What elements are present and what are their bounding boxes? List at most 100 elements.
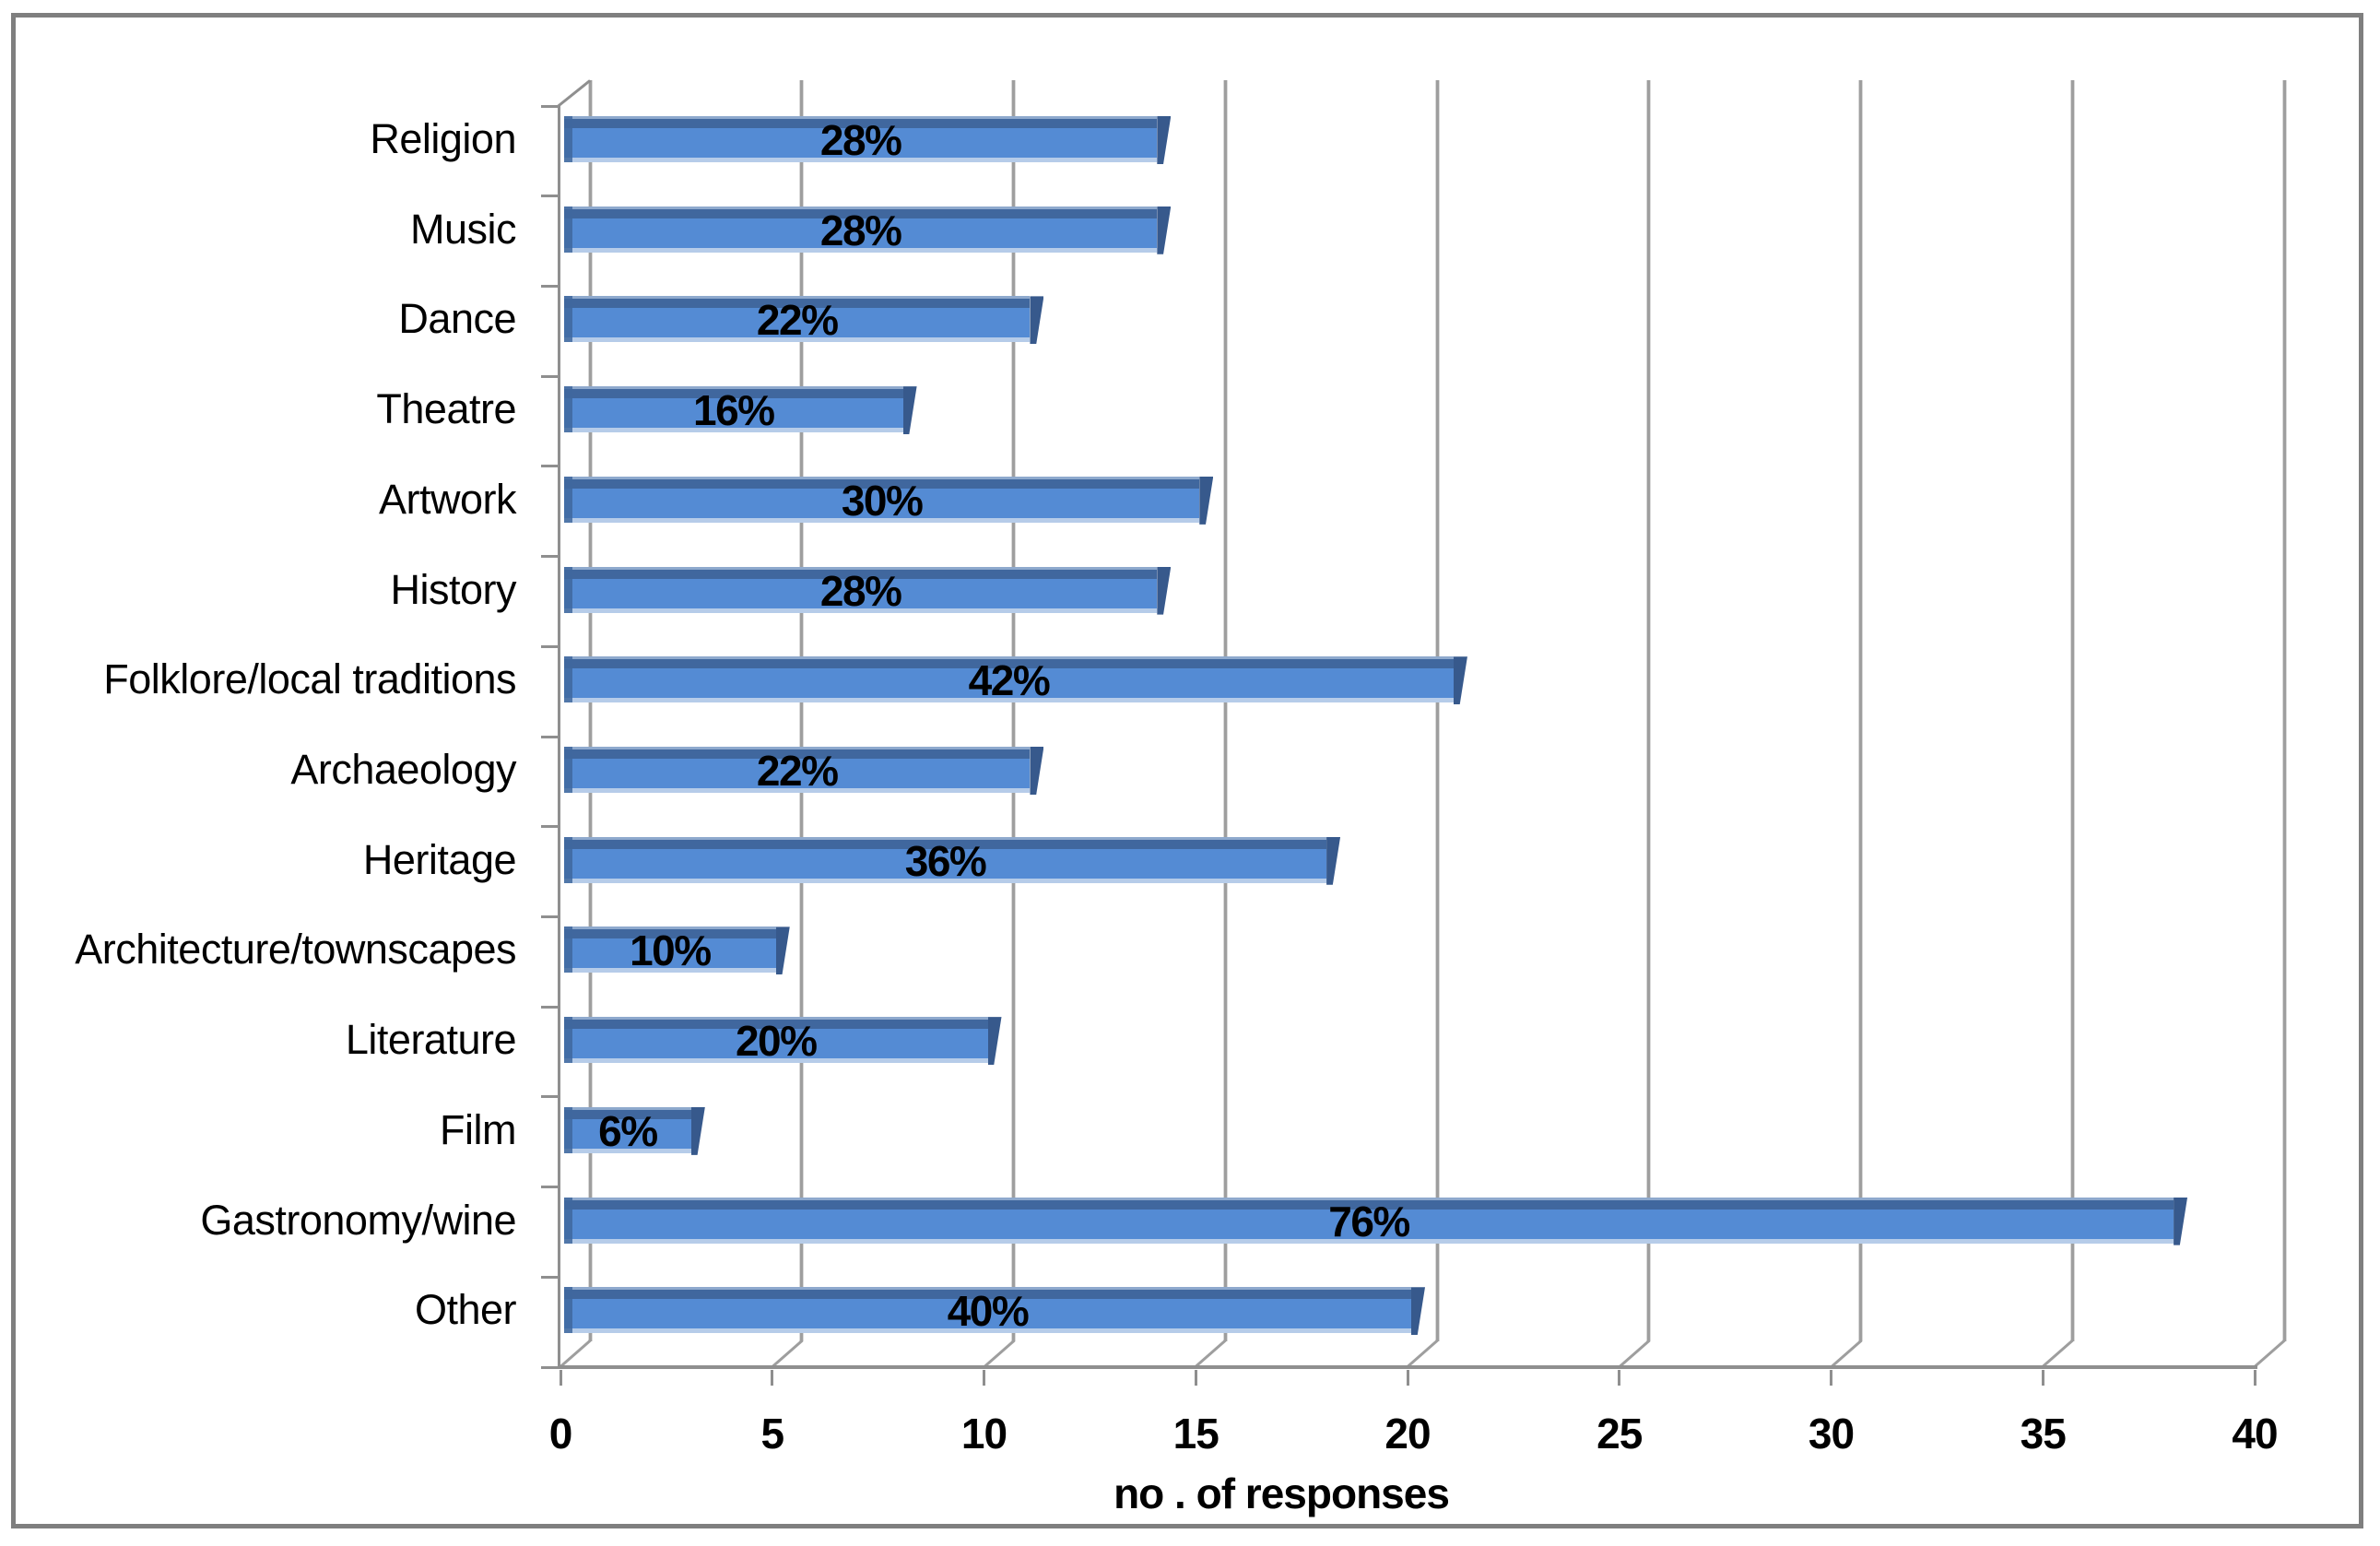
bar-row: Theatre 16% bbox=[0, 376, 2380, 466]
bar: 28% bbox=[564, 206, 1172, 254]
gridline bbox=[800, 80, 804, 1341]
bar-end-cap bbox=[1453, 656, 1467, 705]
category-label: Artwork bbox=[378, 475, 517, 523]
bar-value-label: 20% bbox=[735, 1017, 818, 1066]
category-label: Heritage bbox=[362, 835, 517, 883]
bar-end-cap bbox=[987, 1017, 1002, 1066]
bar: 20% bbox=[564, 1017, 1002, 1066]
bar-row: Religion 28% bbox=[0, 106, 2380, 196]
y-axis-tick bbox=[541, 644, 558, 648]
x-axis-tick bbox=[2253, 1370, 2256, 1386]
bar: 10% bbox=[564, 926, 790, 975]
bar-row: Architecture/townscapes 10% bbox=[0, 916, 2380, 1007]
x-tick-label: 35 bbox=[2020, 1410, 2067, 1457]
bar-end-cap bbox=[1157, 566, 1172, 615]
y-axis-tick bbox=[541, 735, 558, 738]
bar-row: Film 6% bbox=[0, 1097, 2380, 1187]
bar-end-cap bbox=[2174, 1197, 2188, 1245]
category-label: Film bbox=[440, 1105, 516, 1153]
y-axis-tick bbox=[541, 1186, 558, 1189]
x-tick-label: 5 bbox=[760, 1410, 784, 1457]
category-label: Dance bbox=[398, 295, 516, 343]
gridline bbox=[1859, 80, 1862, 1341]
bar-value-label: 28% bbox=[819, 116, 902, 164]
bar: 22% bbox=[564, 747, 1044, 795]
category-label: Archaeology bbox=[290, 746, 516, 793]
x-axis-tick bbox=[983, 1370, 985, 1386]
x-tick-label: 15 bbox=[1172, 1410, 1219, 1457]
category-label: Literature bbox=[345, 1016, 517, 1064]
y-axis-tick bbox=[541, 374, 558, 378]
gridline bbox=[2070, 80, 2074, 1341]
gridline bbox=[1435, 80, 1439, 1341]
category-label: Gastronomy/wine bbox=[200, 1196, 516, 1244]
bar: 40% bbox=[564, 1287, 1425, 1336]
y-axis-tick bbox=[541, 825, 558, 829]
bar-end-cap bbox=[1030, 747, 1044, 795]
chart-border bbox=[11, 13, 2363, 1528]
x-tick-label: 30 bbox=[1808, 1410, 1855, 1457]
gridline bbox=[1012, 80, 1015, 1341]
category-label: Theatre bbox=[376, 385, 516, 433]
bar-row: Dance 22% bbox=[0, 286, 2380, 376]
y-axis-tick bbox=[541, 555, 558, 559]
bar-row: History 28% bbox=[0, 557, 2380, 647]
category-label: Religion bbox=[370, 115, 516, 162]
bar-value-label: 40% bbox=[947, 1287, 1030, 1336]
bar: 30% bbox=[564, 476, 1214, 525]
y-axis-tick bbox=[541, 915, 558, 918]
bar-row: Heritage 36% bbox=[0, 827, 2380, 917]
bar-value-label: 28% bbox=[819, 206, 902, 254]
bar-row: Literature 20% bbox=[0, 1007, 2380, 1097]
bar: 28% bbox=[564, 116, 1172, 164]
x-axis-line bbox=[558, 1365, 2257, 1369]
category-label: Folklore/local traditions bbox=[103, 655, 516, 703]
bar-row: Artwork 30% bbox=[0, 466, 2380, 557]
bar-value-label: 10% bbox=[630, 926, 712, 975]
bar-value-label: 22% bbox=[756, 296, 839, 345]
y-axis-tick bbox=[541, 1095, 558, 1099]
category-label: History bbox=[390, 565, 516, 613]
bar-end-cap bbox=[1030, 296, 1044, 345]
bar-end-cap bbox=[1199, 476, 1214, 525]
category-label: Music bbox=[409, 205, 517, 253]
y-axis-line bbox=[558, 106, 560, 1367]
bar: 36% bbox=[564, 836, 1341, 885]
x-tick-label: 40 bbox=[2232, 1410, 2278, 1457]
bar-row: Archaeology 22% bbox=[0, 737, 2380, 827]
bar-end-cap bbox=[902, 386, 917, 435]
x-axis-tick bbox=[1194, 1370, 1197, 1386]
gridline bbox=[1647, 80, 1651, 1341]
x-tick-label: 25 bbox=[1596, 1410, 1643, 1457]
gridline bbox=[588, 80, 592, 1341]
y-axis-tick bbox=[541, 284, 558, 288]
y-axis-tick bbox=[541, 1365, 558, 1369]
bar-end-cap bbox=[1157, 206, 1172, 254]
x-axis-tick bbox=[771, 1370, 774, 1386]
y-axis-tick bbox=[541, 1275, 558, 1279]
bar-end-cap bbox=[1326, 836, 1341, 885]
bar-value-label: 16% bbox=[693, 386, 775, 435]
y-axis-tick bbox=[541, 1005, 558, 1009]
bar-value-label: 36% bbox=[904, 836, 987, 885]
gridline bbox=[1223, 80, 1227, 1341]
gridline bbox=[2282, 80, 2286, 1341]
bar-value-label: 22% bbox=[756, 747, 839, 795]
x-tick-label: 0 bbox=[548, 1410, 573, 1457]
y-axis-tick bbox=[541, 104, 558, 108]
bar-value-label: 28% bbox=[819, 566, 902, 615]
bar-row: Other 40% bbox=[0, 1277, 2380, 1367]
bar: 22% bbox=[564, 296, 1044, 345]
bar-end-cap bbox=[690, 1106, 705, 1155]
bar: 42% bbox=[564, 656, 1467, 705]
bar-end-cap bbox=[1157, 116, 1172, 164]
y-axis-tick bbox=[541, 465, 558, 468]
bar-row: Folklore/local traditions 42% bbox=[0, 646, 2380, 737]
bar: 76% bbox=[564, 1197, 2188, 1245]
bar-value-label: 6% bbox=[598, 1106, 658, 1155]
bar-row: Gastronomy/wine 76% bbox=[0, 1187, 2380, 1278]
bar-value-label: 42% bbox=[968, 656, 1051, 705]
category-label: Architecture/townscapes bbox=[75, 926, 516, 974]
bar: 28% bbox=[564, 566, 1172, 615]
